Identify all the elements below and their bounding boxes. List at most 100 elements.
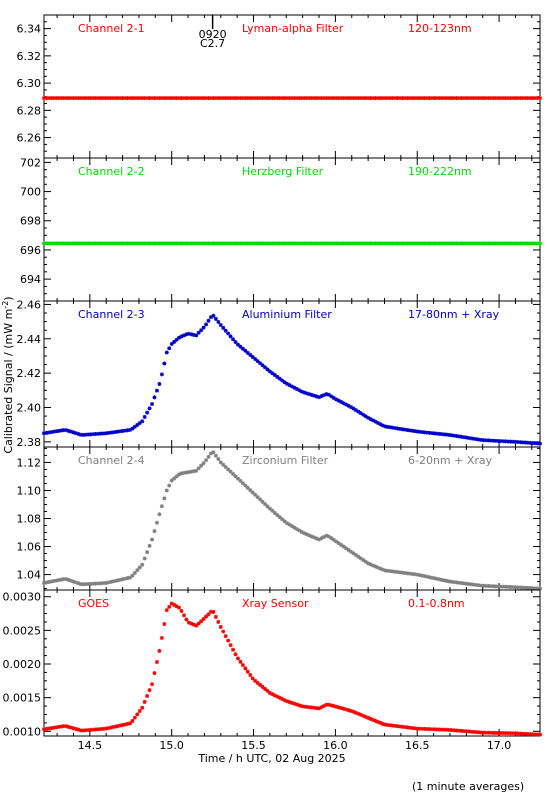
data-point xyxy=(142,241,147,246)
data-point xyxy=(486,96,491,101)
data-point xyxy=(152,671,157,676)
data-point xyxy=(147,406,152,411)
data-point xyxy=(275,241,280,246)
data-point xyxy=(186,470,191,475)
data-point xyxy=(120,241,125,246)
y-tick-label: 696 xyxy=(20,244,41,257)
data-point xyxy=(520,440,525,445)
data-point xyxy=(186,331,191,336)
data-point xyxy=(169,601,174,606)
data-point xyxy=(78,96,83,101)
data-point xyxy=(461,435,466,440)
data-point xyxy=(83,582,88,587)
data-point xyxy=(388,425,393,430)
data-point xyxy=(226,331,231,336)
data-point xyxy=(69,429,74,434)
data-point xyxy=(464,96,469,101)
data-point xyxy=(159,635,164,640)
data-point xyxy=(356,96,361,101)
data-point xyxy=(262,686,267,691)
data-point xyxy=(238,659,243,664)
data-point xyxy=(157,381,162,386)
data-point xyxy=(351,709,356,714)
data-point xyxy=(162,496,167,501)
data-point xyxy=(405,96,410,101)
data-point xyxy=(319,705,324,710)
data-point xyxy=(533,96,538,101)
data-point xyxy=(105,241,110,246)
data-point xyxy=(491,730,496,735)
panel-frame xyxy=(43,589,541,737)
data-point xyxy=(204,458,209,463)
data-point xyxy=(476,96,481,101)
data-point xyxy=(317,706,322,711)
data-point xyxy=(186,96,191,101)
data-point xyxy=(533,586,538,591)
data-point xyxy=(302,704,307,709)
data-point xyxy=(469,96,474,101)
data-point xyxy=(491,438,496,443)
data-point xyxy=(321,393,326,398)
data-point xyxy=(304,391,309,396)
data-point xyxy=(135,96,140,101)
data-point xyxy=(96,241,101,246)
data-point xyxy=(154,388,159,393)
data-point xyxy=(402,96,407,101)
data-point xyxy=(211,450,216,455)
data-point xyxy=(179,334,184,339)
panel-5: 0.0010 0.0015 0.0020 0.0025 0.0030 GOES Xray S… xyxy=(3,589,542,765)
data-point xyxy=(243,483,248,488)
data-point xyxy=(486,730,491,735)
data-point xyxy=(105,96,110,101)
data-point xyxy=(297,388,302,393)
data-point xyxy=(474,582,479,587)
data-point xyxy=(464,581,469,586)
data-point xyxy=(206,318,211,323)
data-point xyxy=(317,96,322,101)
data-point xyxy=(452,241,457,246)
data-point xyxy=(287,96,292,101)
data-point xyxy=(238,96,243,101)
data-point xyxy=(113,578,118,583)
data-point xyxy=(46,726,51,731)
data-point xyxy=(474,437,479,442)
data-point xyxy=(105,726,110,731)
data-point xyxy=(488,730,493,735)
data-point xyxy=(439,241,444,246)
data-point xyxy=(275,512,280,517)
data-point xyxy=(493,96,498,101)
data-point xyxy=(290,384,294,389)
data-point xyxy=(226,467,231,472)
data-point xyxy=(309,392,314,397)
data-point xyxy=(321,241,326,246)
data-point xyxy=(454,241,459,246)
data-point xyxy=(265,688,270,693)
data-point xyxy=(59,724,64,729)
data-point xyxy=(162,622,167,627)
data-point xyxy=(96,96,101,101)
data-point xyxy=(454,580,459,585)
data-point xyxy=(267,241,272,246)
data-point xyxy=(361,96,366,101)
data-point xyxy=(91,432,96,437)
data-point xyxy=(353,710,358,715)
data-point xyxy=(393,426,398,431)
data-point xyxy=(493,730,498,735)
data-point xyxy=(481,241,486,246)
data-point xyxy=(275,96,280,101)
data-point xyxy=(388,96,393,101)
data-point xyxy=(503,241,508,246)
data-point xyxy=(533,732,538,737)
data-point xyxy=(83,96,88,101)
data-point xyxy=(93,581,98,586)
data-point xyxy=(520,585,525,590)
data-point xyxy=(142,699,147,704)
data-point xyxy=(378,96,383,101)
data-point xyxy=(452,96,457,101)
data-point xyxy=(216,319,221,324)
data-point xyxy=(213,614,218,619)
data-point xyxy=(488,584,493,589)
data-point xyxy=(154,241,159,246)
data-point xyxy=(123,722,128,727)
data-point xyxy=(383,96,388,101)
